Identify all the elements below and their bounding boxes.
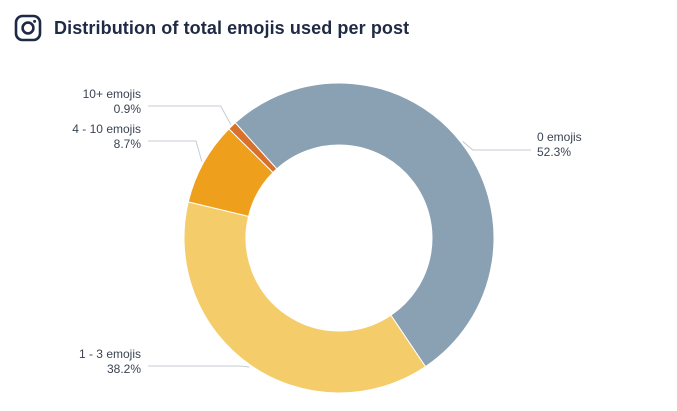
slice-percent-label: 0.9% (114, 102, 142, 116)
slice-label: 4 - 10 emojis (72, 122, 141, 136)
slice-percent-label: 38.2% (107, 362, 141, 376)
donut-slice-10-emojis[interactable] (228, 122, 278, 174)
donut-slice-1-3-emojis[interactable] (183, 201, 427, 394)
donut-slice-0-emojis[interactable] (234, 82, 495, 368)
leader-line (148, 105, 232, 125)
chart-header: Distribution of total emojis used per po… (14, 14, 409, 42)
slice-label: 10+ emojis (83, 87, 141, 101)
instagram-icon (14, 14, 42, 42)
chart-title: Distribution of total emojis used per po… (54, 17, 410, 38)
slice-label: 1 - 3 emojis (79, 347, 141, 361)
leader-line (148, 140, 203, 162)
leader-line (462, 141, 531, 151)
leader-line (148, 365, 250, 368)
slice-percent-label: 52.3% (537, 145, 571, 159)
slice-label: 0 emojis (537, 130, 582, 144)
slice-percent-label: 8.7% (114, 137, 142, 151)
